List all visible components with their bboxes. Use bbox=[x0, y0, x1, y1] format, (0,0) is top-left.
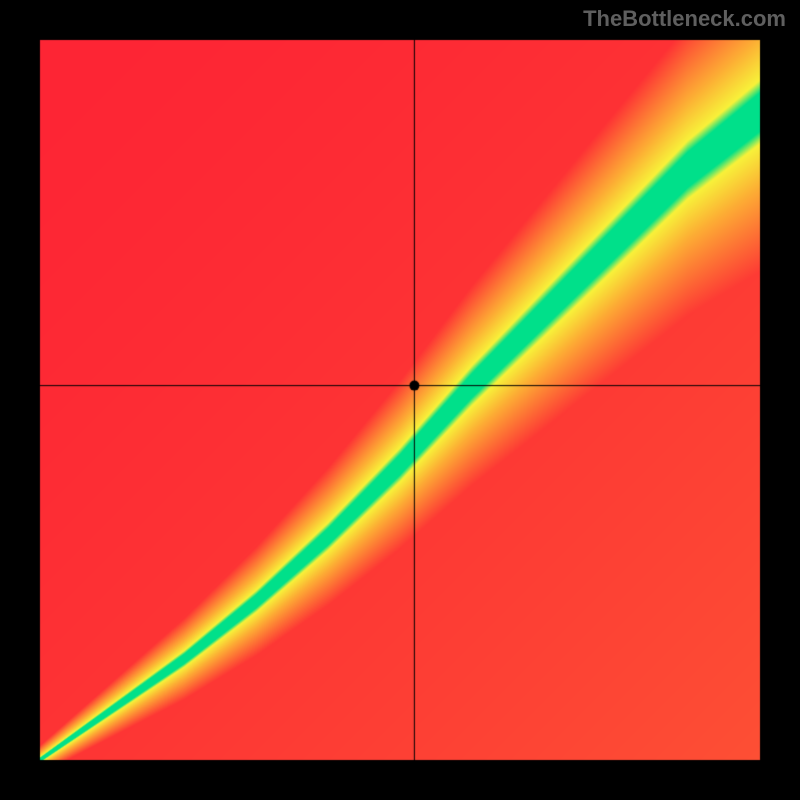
bottleneck-heatmap-canvas bbox=[0, 0, 800, 800]
watermark-text: TheBottleneck.com bbox=[583, 6, 786, 32]
chart-container: TheBottleneck.com bbox=[0, 0, 800, 800]
